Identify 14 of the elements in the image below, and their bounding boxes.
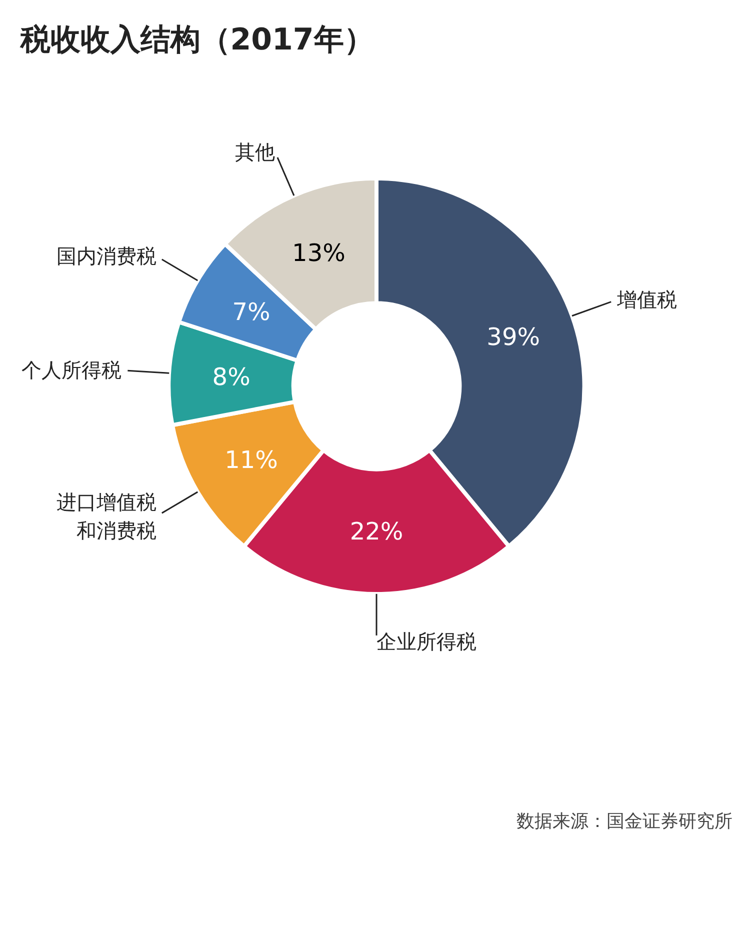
slice-label: 个人所得税 [21, 358, 122, 382]
slice-label: 企业所得税 [376, 630, 476, 654]
chart-title: 税收收入结构（2017年） [19, 22, 374, 58]
source-note: 数据来源：国金证券研究所 [516, 810, 733, 832]
slice-label: 其他 [234, 140, 275, 164]
slice-label: 进口增值税和消费税 [56, 490, 157, 543]
data-label: 39% [486, 322, 540, 351]
data-label: 22% [350, 518, 404, 546]
data-label: 11% [224, 446, 278, 474]
data-label: 8% [212, 363, 250, 392]
slice-label: 国内消费税 [56, 244, 157, 268]
data-label: 7% [232, 298, 270, 326]
slice-label: 增值税 [616, 288, 677, 312]
data-label: 13% [292, 238, 346, 267]
